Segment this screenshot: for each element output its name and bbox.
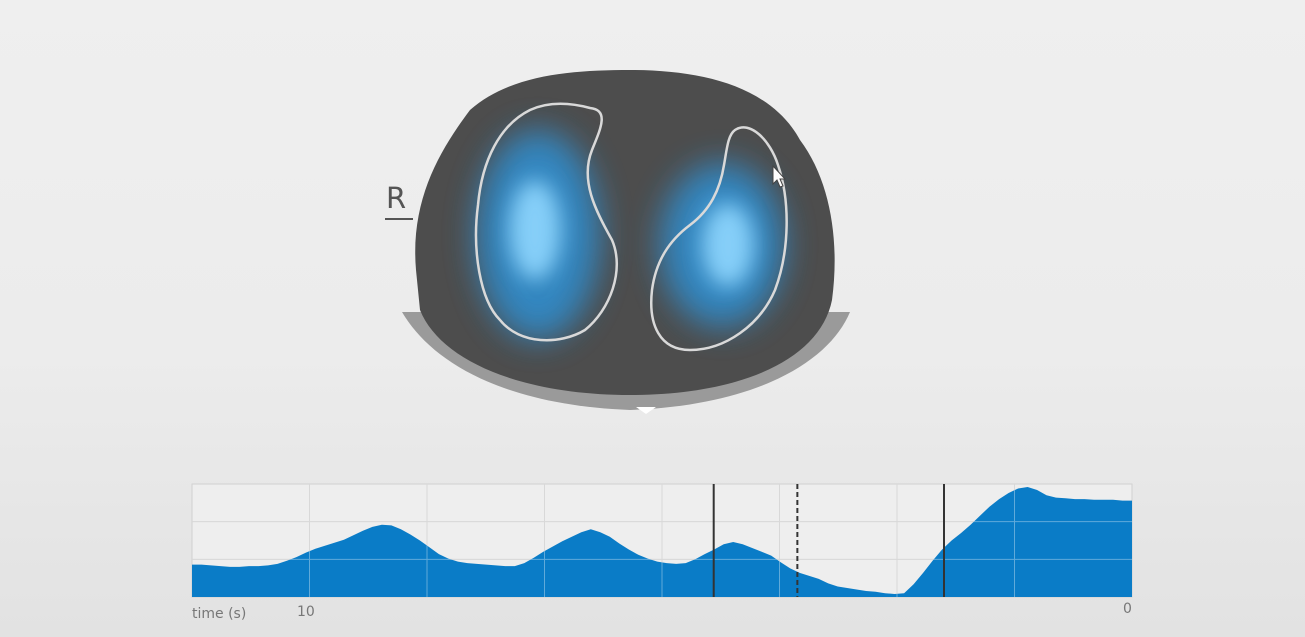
orientation-label: R xyxy=(386,181,407,215)
ventilation-core-right xyxy=(509,180,561,280)
x-tick-label: 0 xyxy=(1123,601,1132,617)
lung-outline-left xyxy=(650,126,788,352)
anterior-marker-icon xyxy=(636,407,656,414)
orientation-label-underline xyxy=(385,218,413,220)
waveform-area xyxy=(192,487,1132,597)
lung-outline-right xyxy=(474,102,619,342)
ventilation-core-left xyxy=(702,203,754,287)
chart-grid-overlay xyxy=(192,484,1132,597)
chart-markers xyxy=(712,484,945,597)
x-axis-label: time (s) xyxy=(192,606,246,622)
mouse-cursor-icon xyxy=(772,164,787,188)
x-tick-label: 10 xyxy=(297,604,315,620)
